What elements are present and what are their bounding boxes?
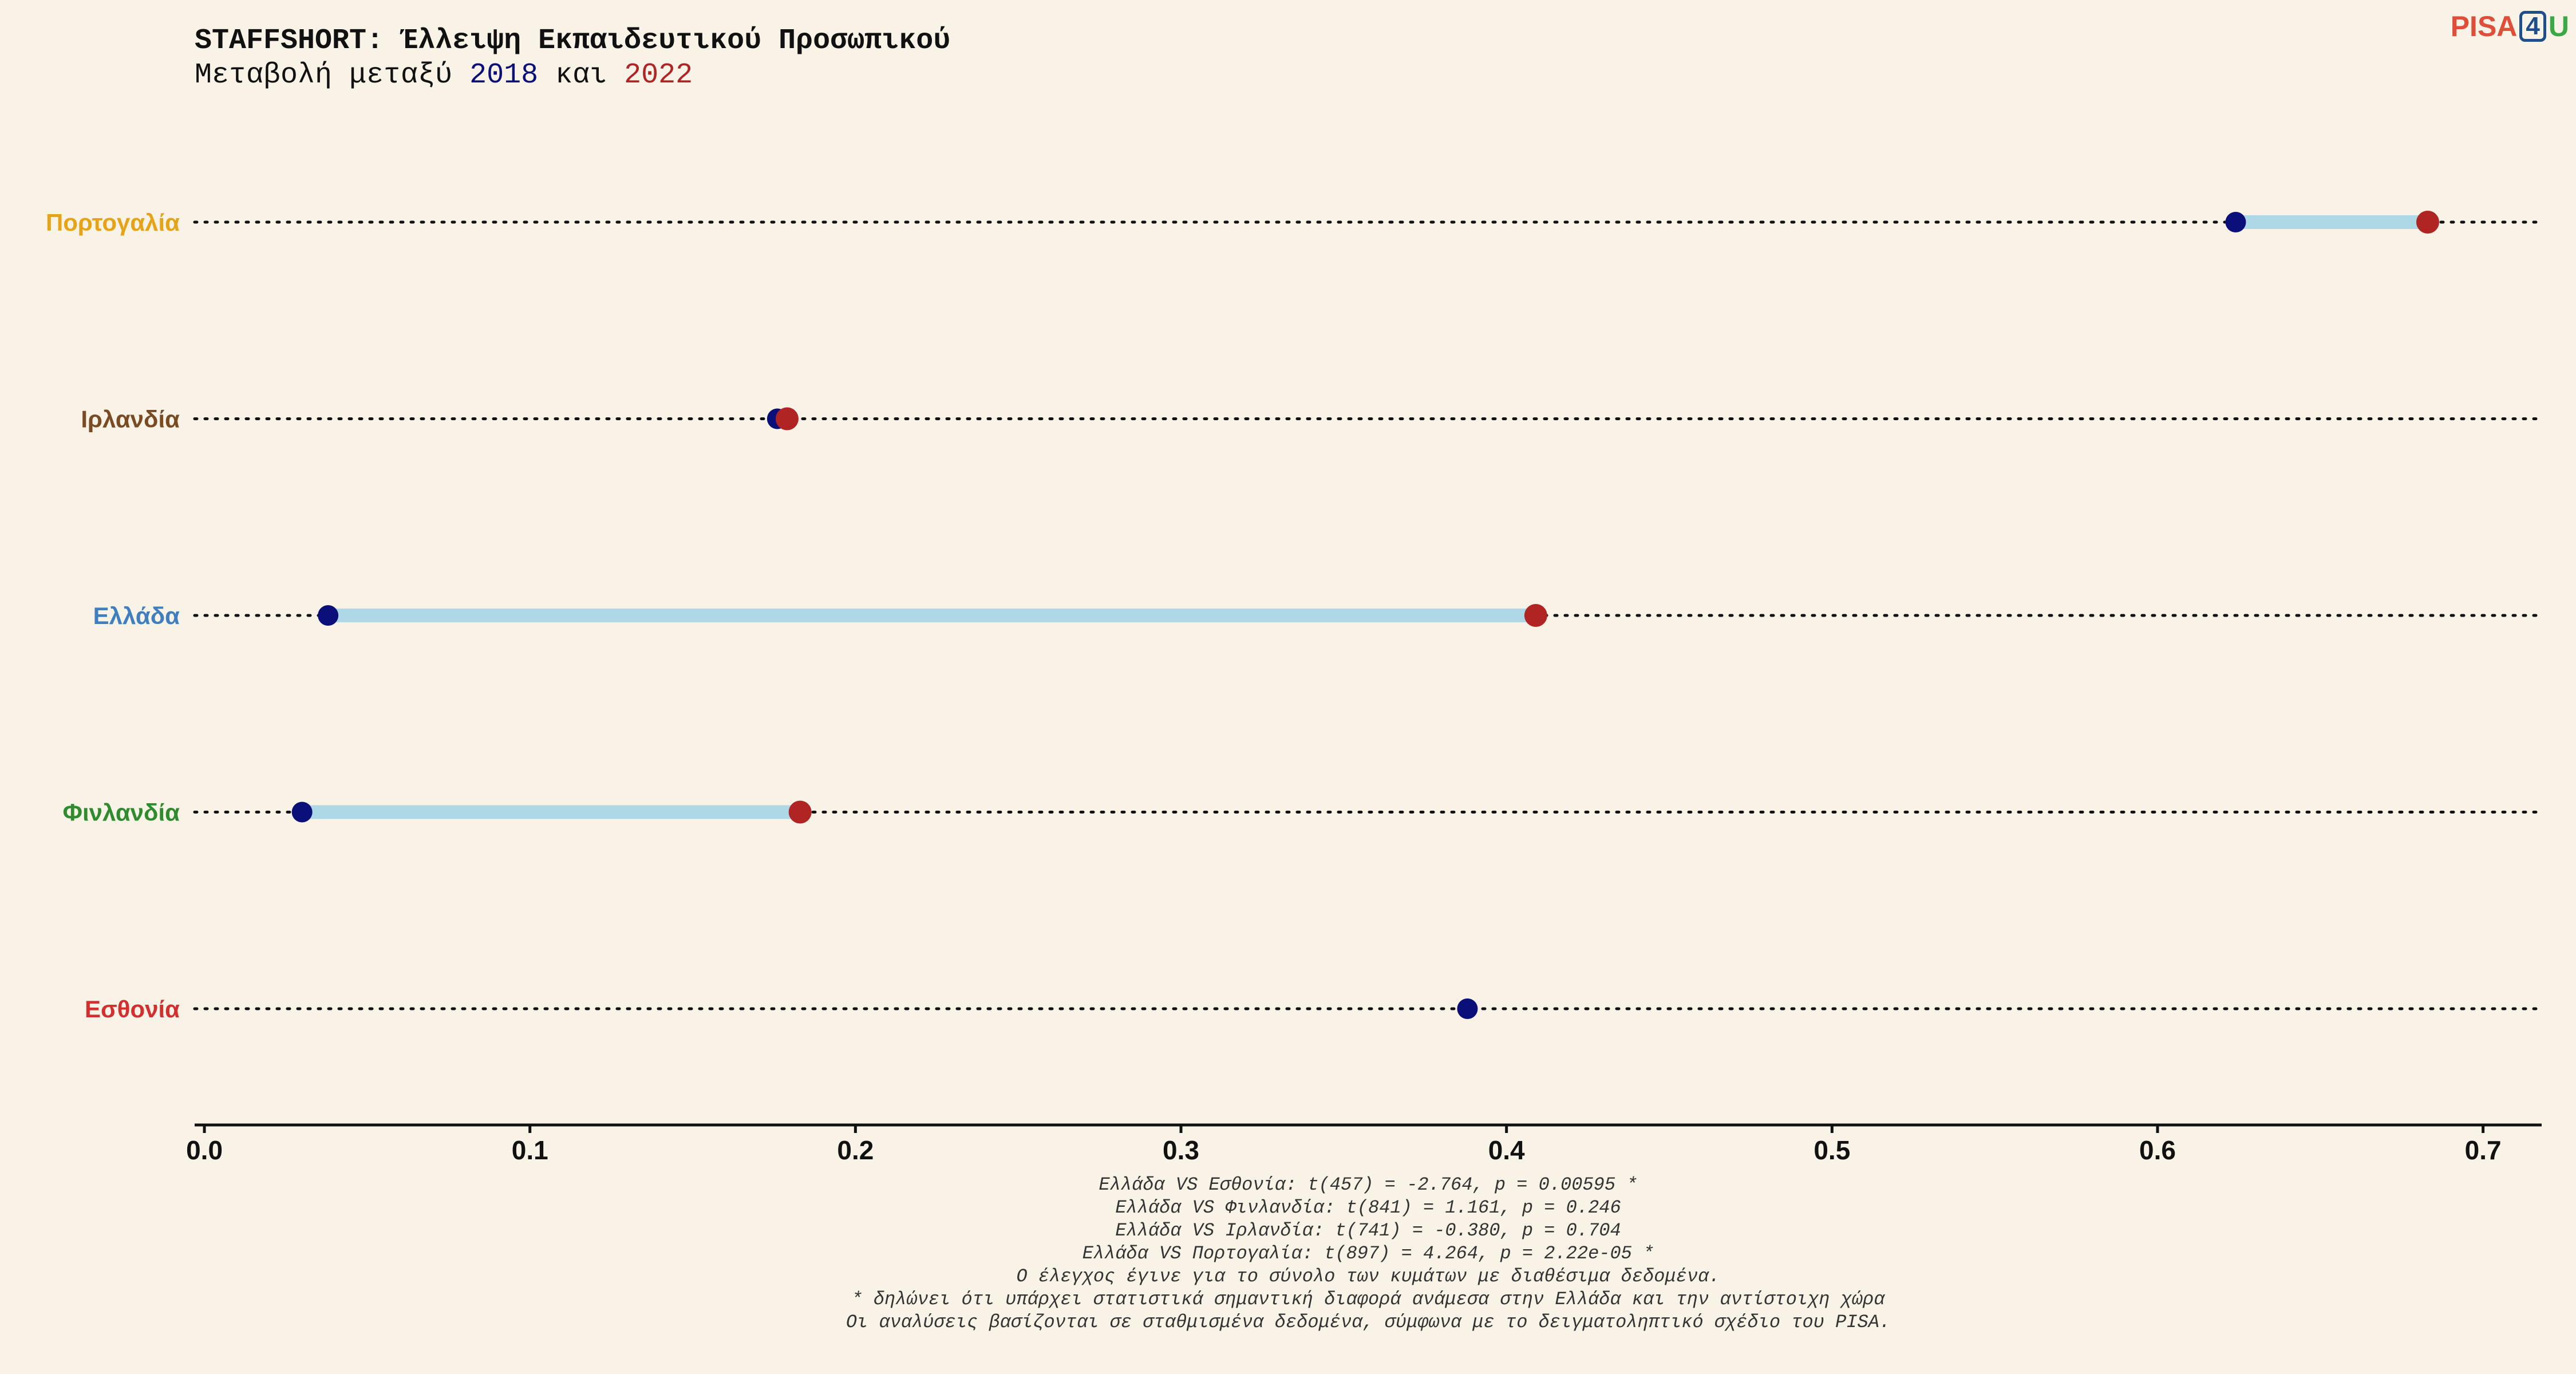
x-tick-label: 0.2 — [837, 1135, 874, 1165]
note-line: * δηλώνει ότι υπάρχει στατιστικά σημαντι… — [851, 1289, 1885, 1310]
logo-four-text: 4 — [2519, 11, 2546, 42]
category-label: Ελλάδα — [93, 602, 180, 629]
point-2022 — [1524, 604, 1547, 627]
note-line: Ο έλεγχος έγινε για το σύνολο των κυμάτω… — [1016, 1266, 1720, 1287]
note-line: Ελλάδα VS Πορτογαλία: t(897) = 4.264, p … — [1082, 1243, 1654, 1264]
note-line: Ελλάδα VS Ιρλανδία: t(741) = -0.380, p =… — [1115, 1220, 1621, 1241]
category-label: Εσθονία — [85, 996, 180, 1022]
point-2022 — [788, 800, 812, 824]
chart-title: STAFFSHORT: Έλλειψη Εκπαιδευτικού Προσωπ… — [195, 24, 950, 93]
point-2018 — [291, 802, 313, 823]
category-label: Πορτογαλία — [46, 209, 180, 236]
title-line-2-mid: και — [538, 59, 625, 92]
note-line: Ελλάδα VS Εσθονία: t(457) = -2.764, p = … — [1099, 1174, 1638, 1195]
point-2022 — [2416, 211, 2439, 234]
title-line-1: STAFFSHORT: Έλλειψη Εκπαιδευτικού Προσωπ… — [195, 25, 951, 57]
x-tick-label: 0.1 — [512, 1135, 548, 1165]
point-2018 — [2225, 212, 2246, 232]
x-tick-label: 0.0 — [186, 1135, 223, 1165]
logo-pisa-text: PISA — [2450, 10, 2518, 42]
logo-u-text: U — [2548, 10, 2569, 42]
x-tick-label: 0.7 — [2465, 1135, 2502, 1165]
note-line: Οι αναλύσεις βασίζονται σε σταθμισμένα δ… — [846, 1312, 1891, 1333]
category-label: Φινλανδία — [63, 799, 180, 826]
title-year-2022: 2022 — [624, 59, 693, 92]
x-tick-label: 0.5 — [1814, 1135, 1850, 1165]
x-tick-label: 0.3 — [1163, 1135, 1199, 1165]
point-2018 — [318, 605, 339, 626]
pisa4u-logo: PISA 4 U — [2451, 10, 2569, 42]
x-tick-label: 0.6 — [2139, 1135, 2176, 1165]
point-2018 — [1457, 998, 1478, 1019]
title-line-2-prefix: Μεταβολή μεταξύ — [195, 59, 470, 92]
point-2022 — [775, 407, 799, 431]
statistical-notes: Ελλάδα VS Εσθονία: t(457) = -2.764, p = … — [195, 1174, 2542, 1334]
title-line-2: Μεταβολή μεταξύ 2018 και 2022 — [195, 58, 950, 93]
title-year-2018: 2018 — [469, 59, 539, 92]
x-tick-label: 0.4 — [1488, 1135, 1525, 1165]
category-label: Ιρλανδία — [81, 406, 180, 433]
note-line: Ελλάδα VS Φινλανδία: t(841) = 1.161, p =… — [1115, 1197, 1621, 1218]
